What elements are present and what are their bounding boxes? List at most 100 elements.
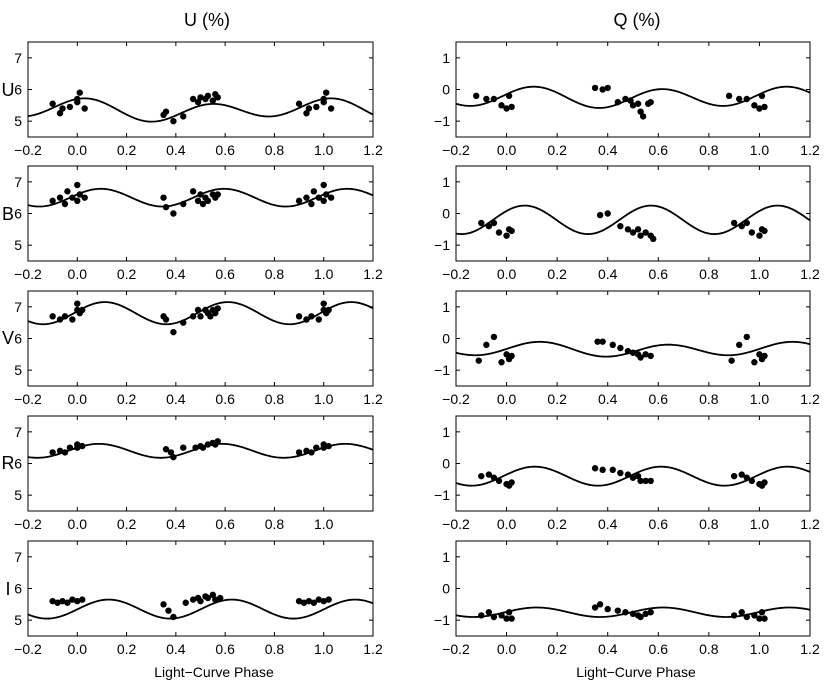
data-point (310, 188, 318, 195)
data-point (295, 597, 303, 605)
data-point (199, 444, 207, 451)
data-point (483, 95, 490, 103)
y-tick-label: 6 (14, 206, 22, 222)
data-point (624, 471, 632, 478)
data-point (192, 444, 199, 451)
data-point (495, 229, 503, 236)
data-point (56, 447, 64, 455)
x-tick-label: 0.6 (649, 516, 669, 532)
data-point (189, 313, 197, 320)
x-tick-label: 1.0 (314, 391, 334, 407)
data-point (756, 351, 763, 358)
data-point (79, 442, 86, 450)
data-point (483, 341, 490, 349)
y-tick-label: 7 (14, 549, 22, 565)
x-tick-label: 0.0 (68, 516, 88, 532)
data-point (599, 466, 606, 474)
data-point (49, 449, 56, 456)
data-point (503, 232, 510, 239)
data-point (604, 210, 611, 217)
panel-8: −0.2 0.0 0.2 0.4 0.6 0.8 1.0 1.2 −1 0 1 (434, 415, 820, 532)
data-point (624, 226, 632, 233)
data-point (212, 309, 219, 317)
data-point (495, 477, 503, 485)
x-tick-label: 0.8 (699, 266, 719, 282)
x-tick-label: 0.6 (649, 142, 669, 158)
data-point (325, 442, 332, 450)
data-point (498, 612, 505, 619)
x-tick-label: 0.2 (547, 391, 567, 407)
data-point (197, 597, 204, 605)
data-point (214, 305, 221, 312)
x-tick-label: 1.2 (363, 641, 383, 657)
data-point (180, 319, 187, 326)
data-point (56, 110, 64, 117)
data-point (61, 313, 69, 320)
data-point (64, 599, 71, 606)
x-tick-label: −0.2 (14, 266, 42, 282)
x-tick-label: 0.0 (68, 641, 88, 657)
data-point (614, 607, 622, 614)
row-label-b: B (2, 204, 14, 224)
data-point (473, 92, 480, 100)
data-point (508, 227, 515, 235)
data-point (642, 477, 649, 485)
x-tick-label: 1.2 (800, 266, 820, 282)
y-tick-label: 7 (14, 299, 22, 315)
y-tick-label: 5 (14, 113, 22, 129)
data-point (508, 103, 515, 111)
data-point (197, 94, 204, 101)
x-tick-label: 0.6 (649, 641, 669, 657)
data-point (189, 95, 197, 103)
data-point (209, 97, 217, 104)
panel-1: −0.2 0.0 0.2 0.4 0.6 0.8 1.0 1.2 5 6 7 (14, 41, 383, 158)
x-tick-label: 0.8 (699, 516, 719, 532)
data-point (300, 599, 308, 606)
data-point (637, 108, 644, 115)
panel-frame (455, 165, 811, 262)
data-point (637, 232, 644, 239)
x-tick-label: 0.6 (649, 391, 669, 407)
data-point (214, 94, 221, 101)
x-tick-label: 0.4 (166, 641, 186, 657)
y-tick-label: 6 (14, 82, 22, 98)
x-tick-label: 0.6 (215, 641, 235, 657)
data-point (627, 97, 634, 104)
y-tick-label: 7 (14, 424, 22, 440)
data-point (327, 194, 335, 201)
y-tick-label: 0 (442, 456, 450, 472)
panel-10: −0.2 0.0 0.2 0.4 0.6 0.8 1.0 1.2 −1 0 1 (434, 540, 820, 657)
data-point (728, 357, 735, 364)
x-axis-label-left: Light−Curve Phase (154, 664, 274, 680)
x-tick-label: 0.8 (265, 641, 285, 657)
x-tick-label: −0.2 (442, 641, 470, 657)
column-title-q: Q (%) (614, 10, 661, 30)
x-axis-label-right: Light−Curve Phase (576, 664, 696, 680)
data-point (49, 197, 56, 205)
data-point (327, 105, 335, 112)
x-tick-label: 0.8 (699, 391, 719, 407)
x-tick-label: 0.4 (598, 391, 618, 407)
data-point (490, 95, 498, 103)
y-tick-label: 0 (442, 206, 450, 222)
data-point (204, 197, 212, 205)
x-tick-label: −0.2 (14, 641, 42, 657)
data-point (761, 479, 768, 486)
data-point (634, 472, 642, 480)
data-point (74, 597, 81, 605)
data-point (634, 100, 642, 107)
x-tick-label: 0.6 (215, 266, 235, 282)
data-point (478, 219, 485, 227)
data-point (315, 316, 322, 323)
data-point (308, 449, 315, 456)
data-point (69, 316, 76, 323)
fit-curve (455, 85, 811, 109)
data-point (743, 95, 750, 103)
y-tick-label: 1 (442, 174, 450, 190)
data-point (490, 474, 498, 481)
panel-frame (455, 290, 811, 387)
data-point (756, 615, 763, 622)
data-point (61, 200, 69, 208)
data-point (79, 596, 86, 603)
x-tick-label: 0.6 (215, 391, 235, 407)
